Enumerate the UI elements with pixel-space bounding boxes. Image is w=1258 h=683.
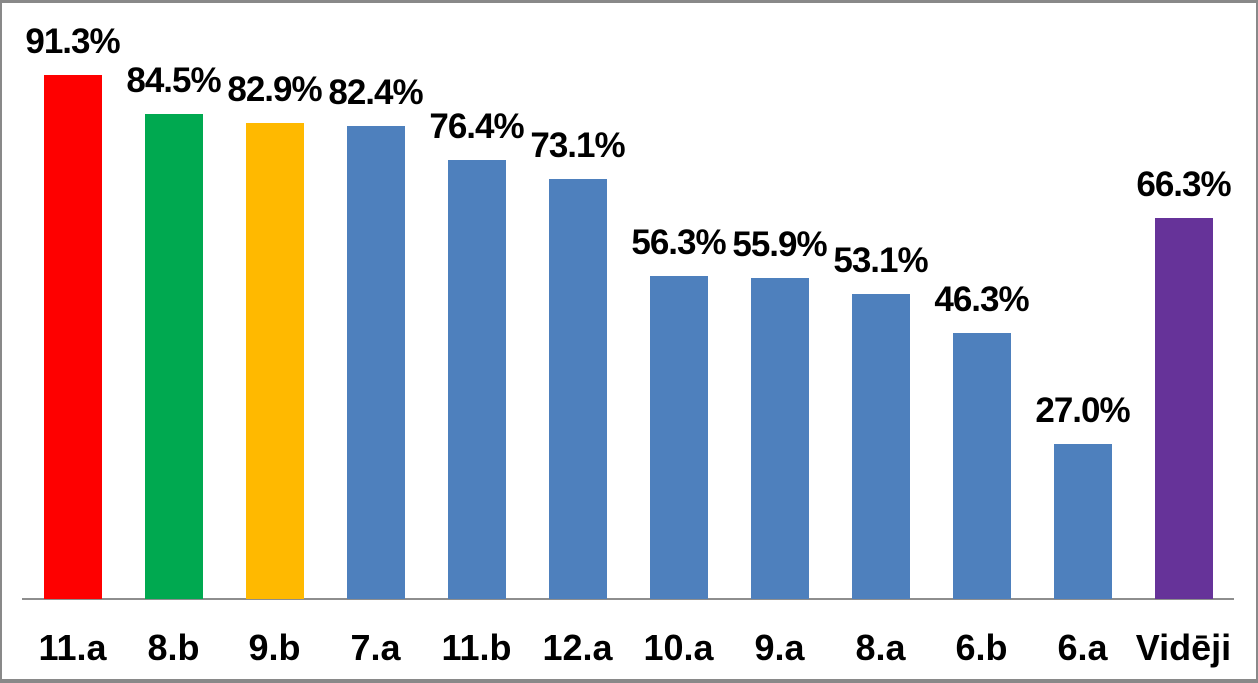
- bar-9a: [750, 278, 809, 599]
- value-label-9a: 55.9%: [732, 225, 827, 264]
- category-label-12a: 12.a: [542, 627, 613, 668]
- bar-12a: [548, 179, 607, 599]
- plot-area: 91.3% 11.a 84.5% 8.b 82.9% 9.b 82.4% 7.a 76.4% 11…: [2, 3, 1256, 679]
- x-axis-line: [22, 598, 1234, 600]
- bar-11b: [447, 160, 506, 599]
- value-label-10a: 56.3%: [631, 223, 726, 262]
- category-label-8b: 8.b: [147, 627, 200, 668]
- bar-6a: [1053, 444, 1112, 599]
- value-label-11a: 91.3%: [25, 22, 120, 61]
- bar-6b: [952, 333, 1011, 599]
- category-label-11a: 11.a: [38, 627, 107, 668]
- bar-8a: [851, 294, 910, 599]
- value-label-7a: 82.4%: [328, 73, 423, 112]
- bar-videji: [1154, 218, 1213, 599]
- value-label-8a: 53.1%: [833, 241, 928, 280]
- category-label-9b: 9.b: [248, 627, 301, 668]
- category-label-videji: Vidēji: [1135, 627, 1232, 668]
- value-label-11b: 76.4%: [429, 107, 524, 146]
- bar-8b: [144, 114, 203, 599]
- category-label-7a: 7.a: [350, 627, 401, 668]
- value-label-8b: 84.5%: [126, 61, 221, 100]
- category-label-10a: 10.a: [643, 627, 714, 668]
- value-label-6b: 46.3%: [934, 280, 1029, 319]
- category-label-8a: 8.a: [855, 627, 906, 668]
- category-label-6b: 6.b: [955, 627, 1008, 668]
- category-label-9a: 9.a: [754, 627, 805, 668]
- value-label-9b: 82.9%: [227, 70, 322, 109]
- category-label-11b: 11.b: [441, 627, 512, 668]
- bar-10a: [649, 276, 708, 599]
- bar-11a: [43, 75, 102, 599]
- category-label-6a: 6.a: [1057, 627, 1108, 668]
- value-label-6a: 27.0%: [1035, 391, 1130, 430]
- value-label-12a: 73.1%: [530, 126, 625, 165]
- bar-9b: [245, 123, 304, 599]
- bar-7a: [346, 126, 405, 599]
- value-label-videji: 66.3%: [1136, 165, 1231, 204]
